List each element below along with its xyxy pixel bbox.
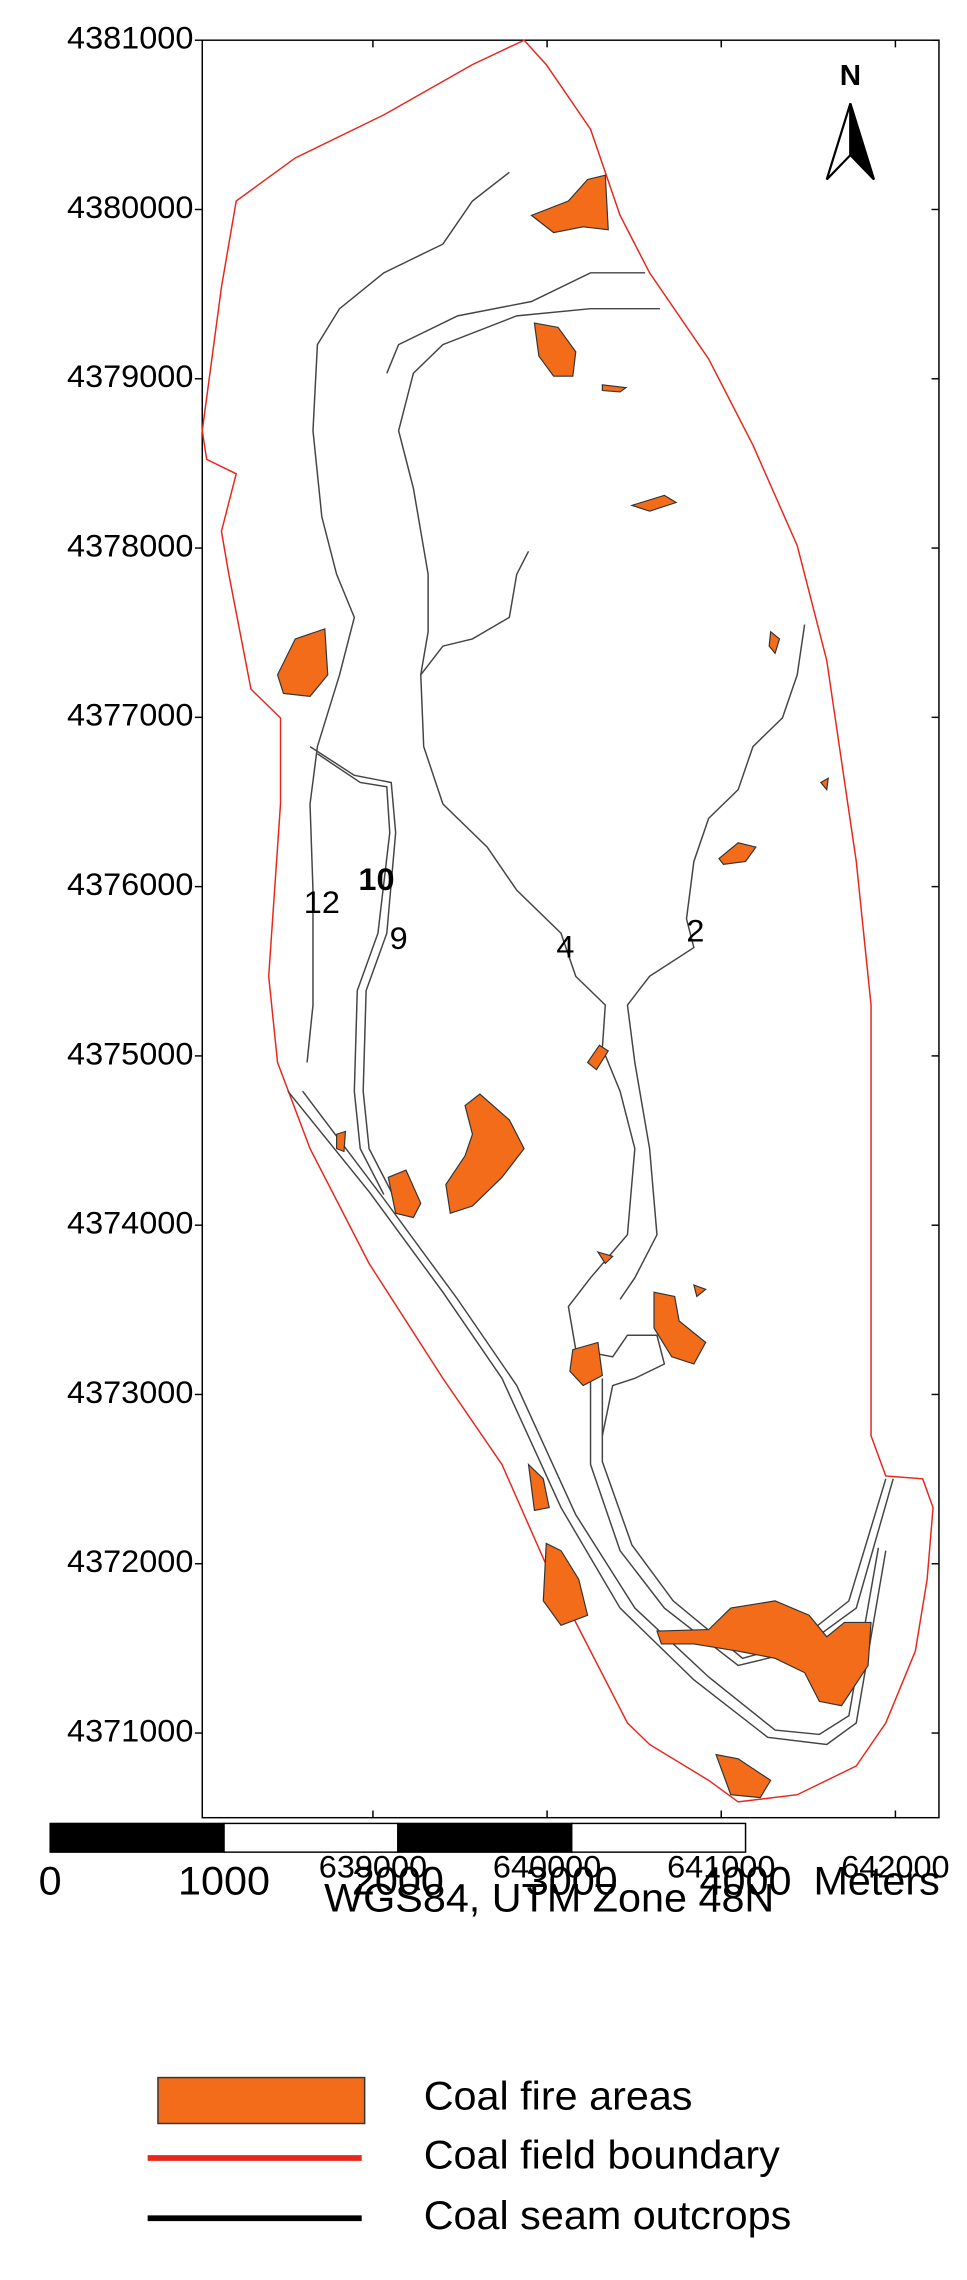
y-tick-label: 4376000	[67, 866, 193, 901]
seam-label: 2	[686, 913, 704, 948]
north-label: N	[840, 60, 861, 92]
legend-label: Coal field boundary	[424, 2132, 781, 2177]
map-frame	[201, 39, 940, 1819]
scale-bar: 0 1000 2000 3000 4000 Meters	[39, 1822, 940, 1903]
coal-seam-outcrops	[287, 171, 894, 1746]
x-tick-label: 642000	[841, 1849, 949, 1884]
legend-swatch	[157, 2076, 366, 2125]
x-tick-label: 640000	[493, 1849, 601, 1884]
y-tick-label: 4381000	[67, 20, 193, 55]
scale-segment	[49, 1822, 225, 1853]
scale-segment	[223, 1822, 399, 1853]
axis-ticks: 4371000 4372000 4373000 4374000 4375000 43760…	[67, 20, 950, 1885]
coal-field-boundary	[201, 39, 934, 1803]
scale-label: 0	[39, 1858, 62, 1903]
scale-label: 2000	[352, 1858, 444, 1903]
seam-labels: 12 10 9 4 2	[304, 861, 705, 964]
y-tick-label: 4380000	[67, 189, 193, 224]
y-tick-label: 4372000	[67, 1544, 193, 1579]
seam-label: 9	[390, 920, 408, 955]
scale-label: 3000	[526, 1858, 618, 1903]
seam-label: 4	[556, 929, 574, 964]
north-arrow: N	[825, 60, 876, 181]
scale-label: 4000	[700, 1858, 792, 1903]
x-tick-label: 641000	[667, 1849, 775, 1884]
scale-segment	[397, 1822, 573, 1853]
y-tick-label: 4371000	[67, 1713, 193, 1748]
legend-label: Coal fire areas	[424, 2073, 693, 2118]
y-tick-label: 4373000	[67, 1374, 193, 1409]
y-tick-label: 4375000	[67, 1036, 193, 1071]
legend-label: Coal seam outcrops	[424, 2192, 792, 2237]
scale-segment	[570, 1822, 747, 1853]
legend: Coal fire areas Coal field boundary Coal…	[147, 2073, 792, 2238]
y-tick-label: 4374000	[67, 1205, 193, 1240]
seam-label: 10	[358, 861, 394, 896]
projection-label: WGS84, UTM Zone 48N	[324, 1875, 774, 1920]
seam-label: 12	[304, 884, 340, 919]
y-tick-label: 4378000	[67, 528, 193, 563]
scale-label: 1000	[178, 1858, 270, 1903]
y-tick-label: 4379000	[67, 359, 193, 394]
scale-unit: Meters	[813, 1858, 939, 1903]
coal-fire-areas	[276, 174, 872, 1799]
y-tick-label: 4377000	[67, 697, 193, 732]
x-tick-label: 639000	[319, 1849, 427, 1884]
